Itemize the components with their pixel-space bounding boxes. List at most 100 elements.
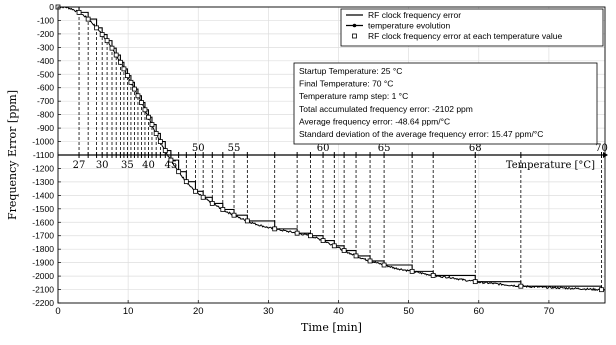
- data-point-square: [430, 273, 436, 278]
- data-point-square: [76, 9, 82, 15]
- y-tick-label: -1600: [32, 217, 54, 227]
- data-point-square: [220, 207, 226, 212]
- y-tick-label: -500: [37, 69, 54, 79]
- data-point-square: [599, 287, 604, 293]
- x-tick-label: 60: [473, 306, 484, 317]
- temperature-label: 40: [142, 160, 155, 171]
- y-axis-title: Frequency Error [ppm]: [6, 90, 19, 220]
- axes-frame: [57, 6, 606, 304]
- data-point-square: [121, 66, 127, 72]
- data-point-square: [142, 107, 148, 113]
- y-tick-label: -1200: [32, 163, 54, 173]
- y-tick-label: -200: [37, 29, 54, 39]
- data-point-square: [146, 114, 151, 120]
- y-tick-label: -700: [37, 96, 54, 106]
- data-point-square: [367, 258, 373, 264]
- data-point-square: [157, 139, 163, 144]
- y-tick-label: 0: [49, 2, 54, 12]
- y-tick-label: -2200: [32, 298, 54, 308]
- data-point-square: [209, 201, 215, 206]
- data-point-square: [118, 59, 123, 65]
- data-point-square: [176, 169, 182, 175]
- legend-label: temperature evolution: [368, 21, 450, 31]
- info-line: Startup Temperature: 25 °C: [299, 66, 402, 76]
- info-line: Standard deviation of the average freque…: [299, 129, 543, 139]
- data-point-square: [472, 279, 478, 285]
- data-point-square: [113, 52, 119, 58]
- temperature-label: 27: [73, 160, 86, 171]
- y-tick-label: -600: [37, 83, 54, 93]
- temperature-label: 65: [378, 143, 391, 154]
- data-point-square: [308, 233, 313, 239]
- info-line: Average frequency error: -48.64 ppm/°C: [299, 116, 450, 126]
- data-point-square: [231, 212, 237, 218]
- legend-label: RF clock frequency error at each tempera…: [368, 31, 562, 41]
- temperature-label: 60: [317, 143, 330, 154]
- temperature-label: 45: [165, 160, 178, 171]
- temperature-label: 70: [595, 143, 608, 154]
- x-axis-title: Time [min]: [301, 321, 362, 334]
- temperature-markers: [55, 4, 604, 293]
- y-tick-label: -1100: [33, 150, 54, 160]
- y-tick-label: -400: [37, 56, 54, 66]
- y-tick-label: -1900: [32, 258, 54, 268]
- data-point-square: [294, 230, 300, 236]
- data-point-square: [149, 122, 155, 127]
- data-point-square: [244, 218, 250, 224]
- data-point-square: [94, 25, 99, 31]
- data-point-square: [125, 73, 130, 79]
- x-tick-label: 30: [263, 306, 274, 317]
- temperature-label: 35: [121, 160, 134, 171]
- legend-box: [340, 8, 604, 47]
- y-tick-label: -800: [37, 110, 54, 120]
- data-point-square: [183, 179, 189, 185]
- x-tick-label: 0: [55, 306, 60, 317]
- temperature-label: 55: [228, 143, 241, 154]
- x-tick-label: 70: [544, 306, 555, 317]
- data-point-square: [153, 131, 159, 136]
- info-line: Total accumulated frequency error: -2102…: [299, 104, 473, 114]
- data-point-square: [109, 45, 115, 51]
- data-point-square: [518, 283, 524, 289]
- data-point-square: [168, 157, 174, 163]
- data-point-square: [320, 238, 326, 243]
- temperature-label: 50: [192, 143, 205, 154]
- temperature-label: 30: [96, 160, 109, 171]
- y-tick-label: -1400: [32, 190, 54, 200]
- temperature-label: 68: [469, 143, 482, 154]
- info-line: Final Temperature: 70 °C: [299, 79, 393, 89]
- data-point-square: [104, 38, 110, 44]
- y-tick-label: -2000: [32, 271, 54, 281]
- y-tick-label: -1800: [32, 244, 54, 254]
- x-tick-label: 20: [193, 306, 204, 317]
- legend-marker-square: [352, 33, 357, 39]
- data-point-square: [132, 86, 137, 92]
- y-tick-label: -1000: [32, 137, 54, 147]
- y-tick-label: -2100: [32, 285, 54, 295]
- temperature-axis-title: Temperature [°C]: [506, 160, 595, 171]
- y-tick-label: -1500: [32, 204, 54, 214]
- legend-label: RF clock frequency error: [368, 10, 461, 20]
- x-tick-label: 40: [333, 306, 344, 317]
- y-tick-label: -100: [37, 15, 54, 25]
- x-tick-label: 10: [123, 306, 134, 317]
- data-point-square: [135, 93, 141, 99]
- data-point-square: [341, 248, 347, 253]
- data-point-square: [193, 188, 198, 194]
- data-point-square: [381, 262, 387, 268]
- y-tick-label: -1300: [32, 177, 54, 187]
- data-point-square: [409, 268, 415, 274]
- data-point-square: [200, 194, 206, 200]
- data-point-square: [353, 253, 359, 259]
- info-box-frame: [293, 62, 598, 145]
- info-box: Startup Temperature: 25 °C Final Temperat…: [293, 62, 598, 145]
- y-tick-label: -900: [37, 123, 54, 133]
- data-point-square: [272, 226, 278, 232]
- drop-lines: [78, 12, 602, 290]
- data-point-square: [85, 16, 91, 22]
- data-point-square: [331, 243, 337, 249]
- temperature-axis-arrow: [603, 152, 608, 158]
